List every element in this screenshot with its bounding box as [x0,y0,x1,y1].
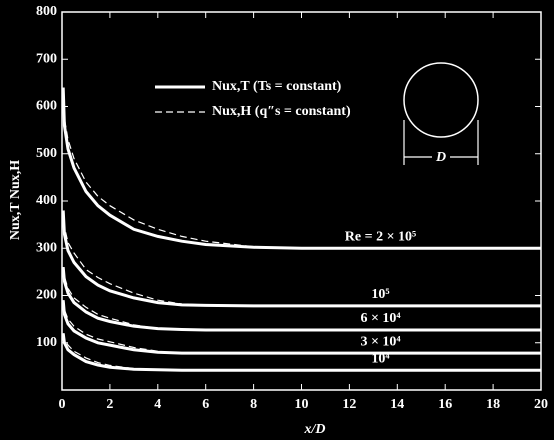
dashed-line [62,333,134,370]
y-tick-label: 400 [36,193,57,208]
dashed-line [62,210,206,306]
x-tick-label: 18 [486,397,500,412]
dashed-line [62,267,158,330]
y-tick-label: 200 [36,288,57,303]
x-tick-label: 2 [106,397,113,412]
dashed-line [62,300,158,352]
curve-label: 10⁴ [371,351,390,366]
tube-diagram [403,62,479,138]
solid-line [61,210,541,308]
y-tick-label: 700 [36,51,57,66]
x-tick-label: 6 [202,397,209,412]
curve-label: Re = 2 × 10⁵ [345,229,416,244]
legend-label: Nux,T (Ts = constant) [212,79,342,94]
solid-line [61,266,541,332]
y-tick-label: 500 [36,146,57,161]
x-tick-label: 20 [534,397,548,412]
plot-frame [61,11,542,391]
y-tick-label: 800 [36,4,57,19]
solid-line [61,87,541,250]
x-tick-label: 8 [250,397,257,412]
y-axis-label: Nux,T Nux,H [8,160,23,240]
curve-label: 6 × 10⁴ [360,311,401,326]
legend-label: Nux,H (q″s = constant) [212,104,351,119]
curve-label: 3 × 10⁴ [360,334,401,349]
curve-label: 10⁵ [371,287,389,302]
diagram-label: D [435,150,446,165]
x-tick-label: 0 [59,397,66,412]
y-tick-label: 100 [36,335,57,350]
x-tick-label: 10 [295,397,309,412]
y-tick-label: 600 [36,99,57,114]
dashed-line [62,87,302,249]
y-tick-label: 300 [36,240,57,255]
x-tick-label: 16 [438,397,452,412]
solid-line [61,300,541,355]
x-tick-label: 14 [390,397,404,412]
x-axis-label: x/D [304,422,326,437]
x-tick-label: 12 [342,397,356,412]
solid-line [61,333,541,372]
x-tick-label: 4 [154,397,161,412]
